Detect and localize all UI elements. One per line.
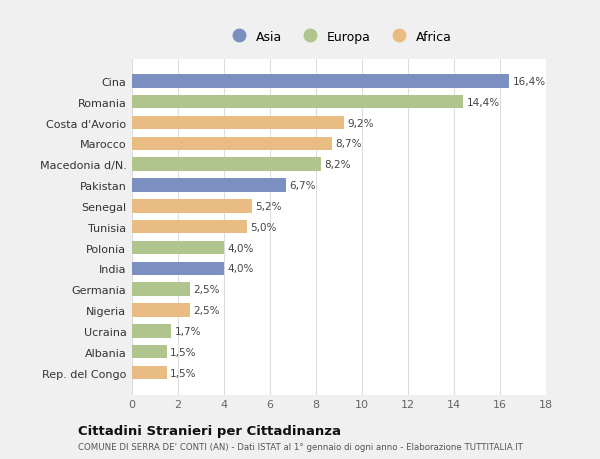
Text: 1,7%: 1,7% xyxy=(175,326,201,336)
Text: 2,5%: 2,5% xyxy=(193,285,220,295)
Text: 6,7%: 6,7% xyxy=(290,181,316,190)
Bar xyxy=(132,137,332,151)
Bar xyxy=(132,95,463,109)
Bar xyxy=(132,262,224,275)
Text: 16,4%: 16,4% xyxy=(512,77,546,87)
Bar xyxy=(132,366,167,380)
Bar xyxy=(132,75,509,89)
Text: COMUNE DI SERRA DE' CONTI (AN) - Dati ISTAT al 1° gennaio di ogni anno - Elabora: COMUNE DI SERRA DE' CONTI (AN) - Dati IS… xyxy=(78,442,523,451)
Bar xyxy=(132,241,224,255)
Bar xyxy=(132,303,190,317)
Bar xyxy=(132,200,251,213)
Bar xyxy=(132,158,320,172)
Legend: Asia, Europa, Africa: Asia, Europa, Africa xyxy=(221,26,457,49)
Text: 14,4%: 14,4% xyxy=(467,97,500,107)
Text: 8,2%: 8,2% xyxy=(324,160,350,170)
Text: 5,2%: 5,2% xyxy=(255,202,281,212)
Text: 8,7%: 8,7% xyxy=(335,139,362,149)
Bar xyxy=(132,117,344,130)
Text: 2,5%: 2,5% xyxy=(193,305,220,315)
Text: 5,0%: 5,0% xyxy=(250,222,277,232)
Bar xyxy=(132,179,286,192)
Text: Cittadini Stranieri per Cittadinanza: Cittadini Stranieri per Cittadinanza xyxy=(78,425,341,437)
Text: 1,5%: 1,5% xyxy=(170,347,196,357)
Bar xyxy=(132,283,190,297)
Bar xyxy=(132,345,167,359)
Text: 1,5%: 1,5% xyxy=(170,368,196,378)
Bar xyxy=(132,220,247,234)
Text: 9,2%: 9,2% xyxy=(347,118,374,128)
Bar xyxy=(132,325,171,338)
Text: 4,0%: 4,0% xyxy=(227,264,254,274)
Text: 4,0%: 4,0% xyxy=(227,243,254,253)
